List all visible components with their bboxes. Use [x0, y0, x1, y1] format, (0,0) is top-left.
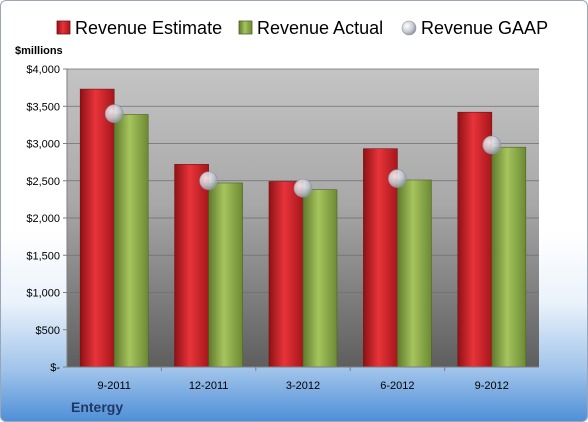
bar-revenue-estimate — [268, 181, 304, 368]
bar-revenue-actual — [208, 182, 243, 368]
legend-swatch-revenue-estimate — [56, 20, 71, 35]
legend-label-revenue-gaap: Revenue GAAP — [421, 18, 548, 38]
bar-revenue-estimate — [79, 88, 115, 368]
marker-revenue-gaap — [199, 171, 218, 191]
legend-label-revenue-actual: Revenue Actual — [257, 18, 383, 38]
marker-revenue-gaap — [293, 178, 313, 198]
y-tick-label: $3,000 — [26, 139, 60, 151]
legend-label-revenue-estimate: Revenue Estimate — [75, 18, 222, 38]
legend-marker-revenue-gaap — [401, 20, 417, 36]
x-tick-label: 3-2012 — [286, 380, 320, 392]
y-tick-label: $4,000 — [26, 64, 60, 76]
x-tick-label: 9-2011 — [97, 380, 130, 392]
y-tick-label: $- — [50, 362, 60, 374]
bar-revenue-actual — [397, 179, 432, 368]
y-axis-unit-label: $millions — [15, 45, 63, 57]
bar-revenue-estimate — [457, 111, 493, 368]
y-tick-label: $2,500 — [26, 176, 60, 188]
bar-revenue-actual — [302, 189, 338, 368]
y-axis-ticks: $- $500 $1,000 $1,500 $2,000 $2,500 $3,000 $3,5… — [26, 64, 67, 374]
marker-revenue-gaap — [482, 135, 502, 155]
legend-item-revenue-gaap: Revenue GAAP — [401, 18, 548, 38]
y-tick-label: $1,000 — [26, 288, 60, 300]
y-tick-label: $1,500 — [26, 250, 60, 262]
bars — [79, 88, 527, 368]
legend: Revenue Estimate Revenue Actual Revenue … — [56, 18, 548, 38]
bar-revenue-actual — [113, 114, 149, 368]
y-tick-label: $2,000 — [26, 213, 60, 225]
bar-revenue-estimate — [174, 164, 209, 368]
company-label: Entergy — [71, 399, 123, 415]
marker-revenue-gaap — [388, 169, 407, 188]
legend-item-revenue-estimate: Revenue Estimate — [56, 18, 222, 38]
marker-revenue-gaap — [104, 104, 124, 123]
y-tick-label: $500 — [36, 325, 60, 337]
legend-swatch-revenue-actual — [238, 20, 253, 35]
x-tick-label: 9-2012 — [475, 380, 509, 392]
x-tick-label: 6-2012 — [380, 380, 414, 392]
gaap-markers — [104, 104, 502, 198]
y-tick-label: $3,500 — [26, 101, 60, 113]
bar-revenue-actual — [491, 146, 527, 368]
legend-item-revenue-actual: Revenue Actual — [238, 18, 383, 38]
x-tick-label: 12-2011 — [189, 380, 229, 392]
x-axis-ticks: 9-2011 12-2011 3-2012 6-2012 9-2012 — [97, 367, 509, 392]
